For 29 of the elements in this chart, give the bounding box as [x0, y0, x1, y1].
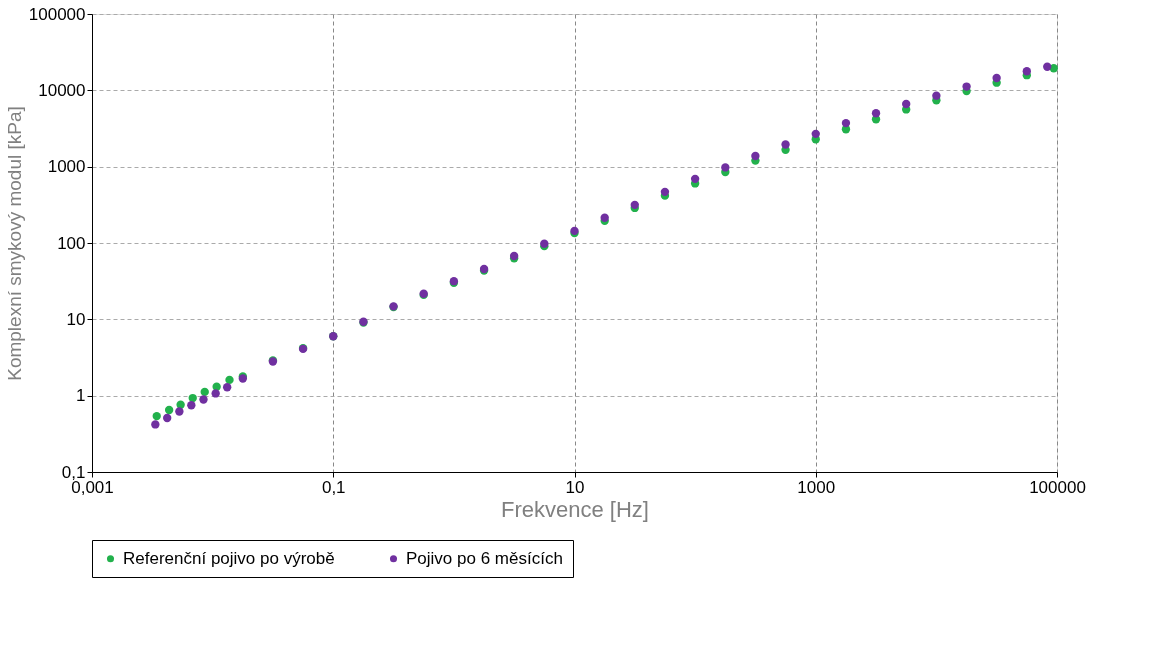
y-tick-label: 100000	[28, 4, 86, 24]
y-axis-title: Komplexní smykový modul [kPa]	[3, 106, 25, 381]
point	[660, 187, 670, 197]
point	[721, 163, 730, 172]
point	[690, 174, 700, 184]
legend-label: Pojivo po 6 měsících	[406, 548, 563, 568]
point	[811, 129, 820, 139]
y-tick-label: 10	[66, 309, 86, 329]
x-tick-label: 10	[565, 477, 585, 497]
x-tick-label: 1000	[797, 477, 836, 497]
y-tick-label: 100	[57, 233, 86, 253]
point	[1022, 67, 1031, 76]
point	[781, 140, 790, 149]
point	[992, 73, 1001, 83]
point	[600, 213, 609, 222]
point	[902, 99, 911, 109]
y-tick-label: 1000	[47, 157, 86, 177]
point	[962, 82, 971, 91]
legend-label: Referenční pojivo po výrobě	[123, 548, 335, 568]
x-tick-label: 0,1	[321, 477, 346, 497]
point	[841, 118, 851, 128]
y-tick-label: 0,1	[61, 462, 86, 482]
y-tick-label: 1	[76, 386, 86, 406]
x-tick-label: 100000	[1029, 477, 1086, 497]
y-tick-label: 10000	[38, 80, 86, 100]
point	[871, 109, 881, 118]
point	[932, 91, 941, 100]
point	[751, 151, 760, 161]
x-axis-title: Frekvence [Hz]	[501, 496, 649, 522]
